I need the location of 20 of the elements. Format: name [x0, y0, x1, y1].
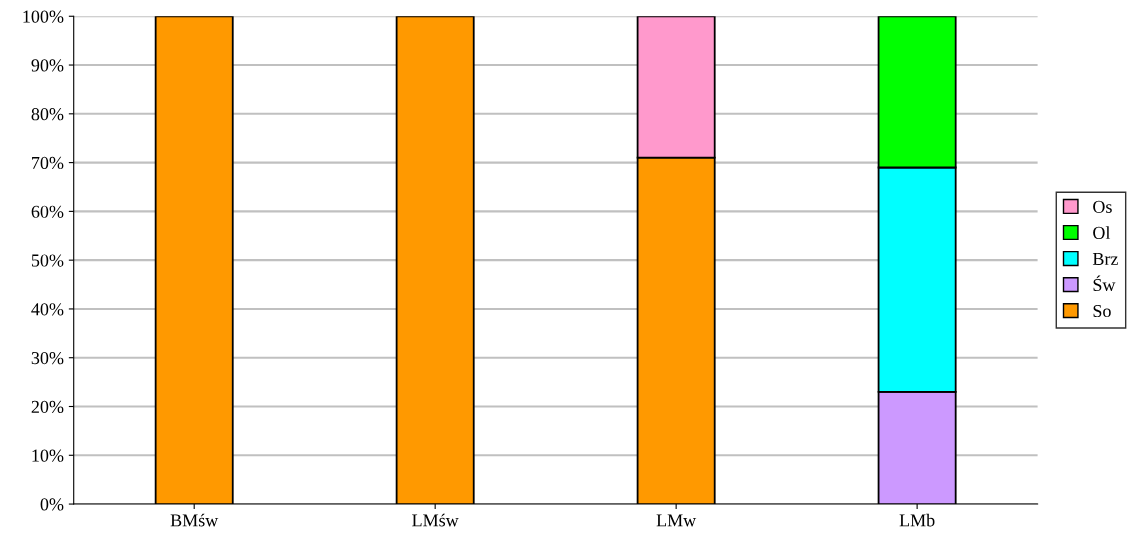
y-tick-label: 30% [31, 351, 64, 365]
y-tick-label: 20% [31, 400, 64, 413]
legend-label: Św [1093, 275, 1116, 292]
x-tick-label: LMśw [412, 513, 459, 527]
legend-label: Os [1093, 200, 1112, 213]
y-tick-label: 40% [31, 303, 64, 316]
x-tick-label: LMb [899, 513, 935, 527]
legend-label: Ol [1093, 226, 1111, 239]
y-tick-label: 60% [31, 205, 64, 218]
y-tick-label: 100% [23, 10, 64, 23]
y-tick-label: 50% [31, 254, 64, 267]
x-tick-label: LMw [656, 514, 697, 527]
y-tick-label: 90% [31, 59, 64, 72]
y-tick-label: 0% [40, 498, 64, 511]
x-tick-label: BMśw [170, 513, 219, 527]
y-tick-label: 70% [32, 156, 64, 170]
y-tick-label: 10% [32, 449, 64, 462]
y-tick-label: 80% [31, 108, 64, 121]
legend-label: Brz [1092, 253, 1118, 265]
legend-label: So [1093, 304, 1111, 318]
